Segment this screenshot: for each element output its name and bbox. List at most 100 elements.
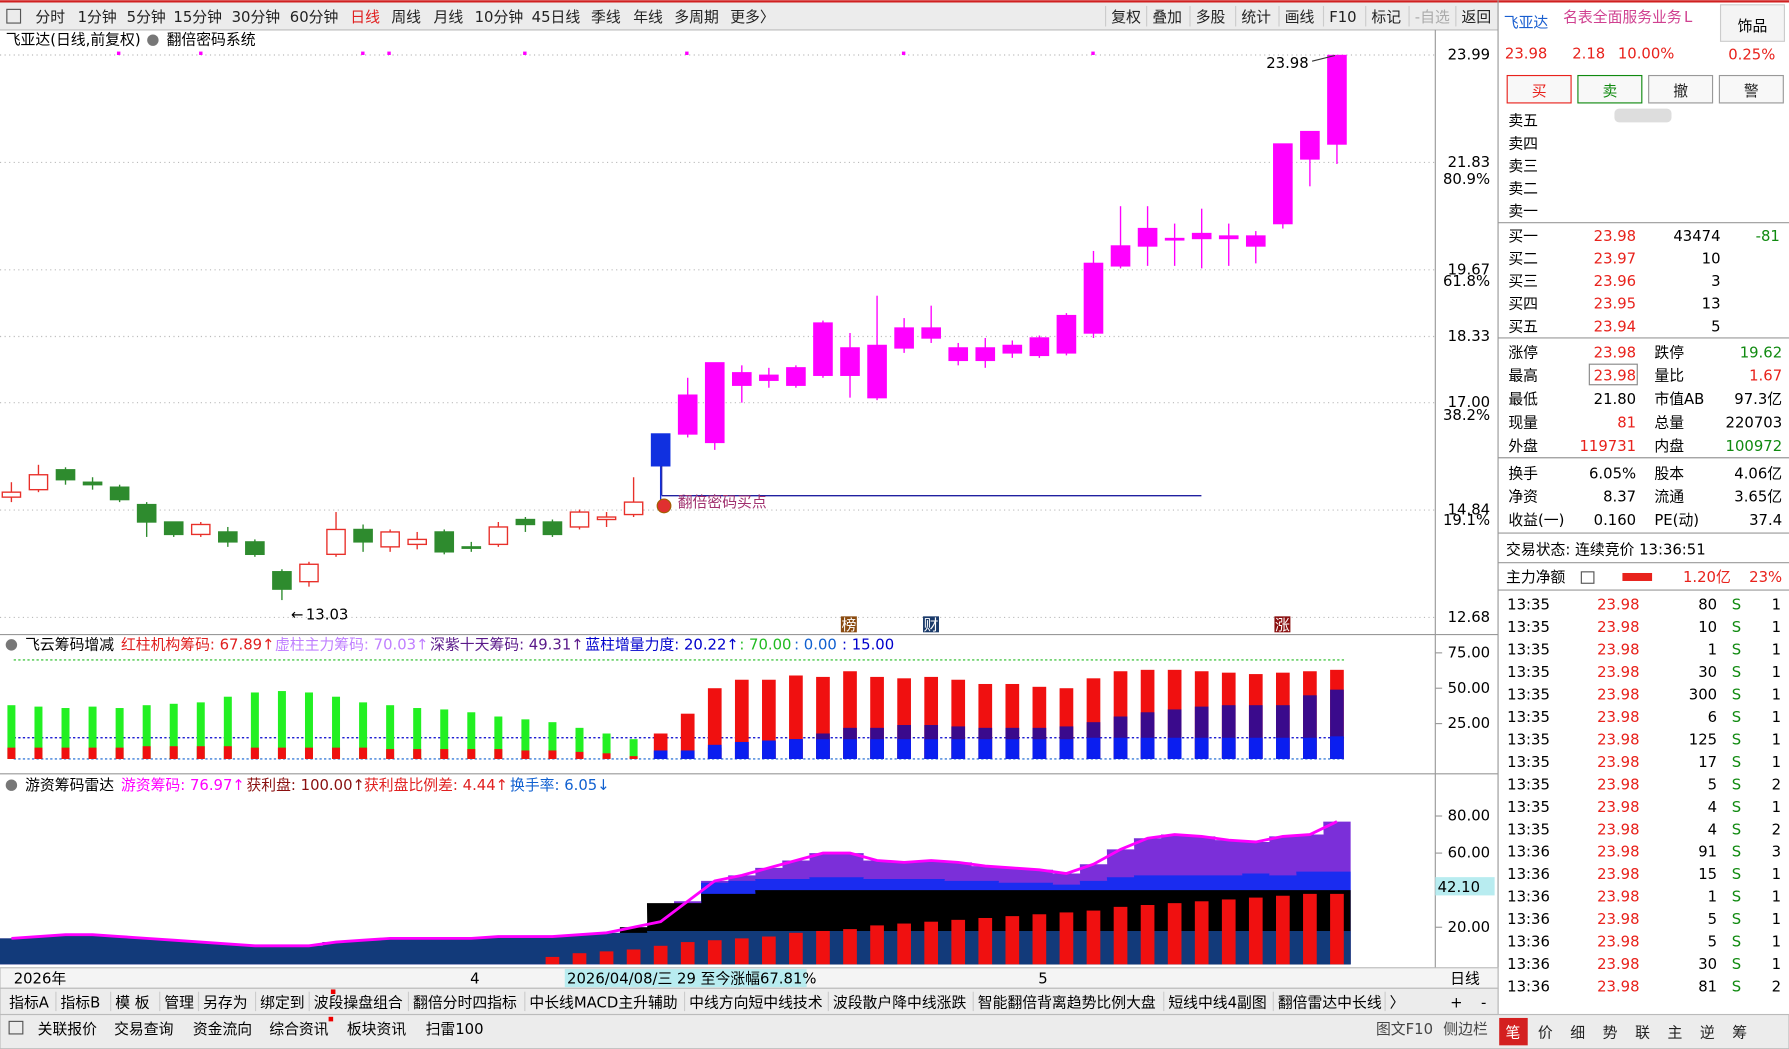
stat-label: PE(动) [1654,512,1699,529]
trade-button[interactable]: 买 [1532,83,1547,100]
period-tab[interactable]: 更多〉 [730,9,775,26]
bar [34,706,43,759]
period-tab[interactable]: 30分钟 [232,9,281,26]
tool-button[interactable]: 返回 [1462,9,1492,26]
quote-tab[interactable]: 联 [1635,1024,1650,1041]
status-item[interactable]: 图文F10 [1376,1021,1433,1038]
indicator-tab[interactable]: 短线中线4副图 [1168,995,1266,1012]
quote-tab[interactable]: 笔 [1505,1024,1520,1041]
status-item[interactable]: 综合资讯 [269,1021,328,1038]
chart-title: 飞亚达(日线,前复权) [6,31,141,49]
indicator-tab[interactable]: 指标A [9,995,50,1012]
bar [440,709,449,759]
quote-tab[interactable]: 细 [1570,1024,1585,1041]
trade-state: 交易状态: 连续竞价 13:36:51 [1506,541,1706,559]
period-tab[interactable]: 多周期 [674,9,719,26]
candle-body [28,474,49,491]
tool-button[interactable]: -自选 [1415,9,1450,26]
bar [332,747,341,759]
buy-label: 翻倍密码买点 [678,494,767,511]
period-tab[interactable]: 月线 [434,9,464,26]
period-tab[interactable]: 日线 [350,9,380,26]
tool-button[interactable]: F10 [1329,9,1356,26]
trade-time: 13:35 [1507,664,1550,681]
indicator-tab[interactable]: 智能翻倍背离趋势比例大盘 [978,994,1156,1012]
quote-tab[interactable]: 主 [1667,1024,1682,1041]
indicator-tab[interactable]: 模 板 [115,994,150,1012]
trade-count: 1 [1772,619,1781,636]
tool-button[interactable]: 多股 [1196,9,1226,26]
quote-tab[interactable]: 逆 [1700,1024,1715,1041]
period-tab[interactable]: 45日线 [532,9,581,26]
period-tab[interactable]: 15分钟 [173,9,222,26]
marker-bg [923,616,939,633]
tool-button[interactable]: 叠加 [1152,9,1182,26]
indicator-tab[interactable]: 翻倍雷达中长线 [1278,995,1382,1012]
signal-dot [361,51,365,56]
status-item[interactable]: 资金流向 [193,1021,252,1038]
indicator-tab[interactable]: 管理 [164,995,194,1012]
bar [1330,736,1344,759]
indicator-tab[interactable]: 中线方向短中线技术 [689,995,823,1012]
button-bg[interactable] [1718,74,1784,104]
trade-price: 23.98 [1597,956,1639,973]
trade-time: 13:35 [1507,754,1550,771]
bar [734,679,749,759]
stat-label: 内盘 [1654,437,1684,455]
indicator-tab[interactable]: 指标B [60,995,100,1012]
tool-button[interactable]: 复权 [1111,8,1141,26]
status-item[interactable]: 扫雷100 [426,1021,484,1038]
sector[interactable]: 饰品 [1738,18,1768,35]
stat-value: 8.37 [1603,489,1636,506]
period-tab[interactable]: 分时 [35,9,65,26]
indicator-tab[interactable]: 中长线MACD主升辅助 [529,995,677,1012]
indicator-tab[interactable]: 〉 [1390,995,1405,1012]
button-bg[interactable] [1506,74,1572,104]
tool-button[interactable]: 画线 [1285,9,1315,26]
candle-body [1029,337,1050,357]
bar [816,930,830,965]
marker-bg [840,616,857,633]
trade-button[interactable]: 警 [1744,83,1759,100]
status-item[interactable]: 交易查询 [114,1020,173,1038]
trade-time: 13:35 [1507,776,1550,793]
trade-button[interactable]: 卖 [1602,83,1617,100]
quote-tab[interactable]: 筹 [1732,1024,1747,1041]
signal-dot [1091,51,1095,56]
bar [1194,737,1209,759]
quote-tab[interactable]: 价 [1538,1024,1553,1041]
indicator-tab[interactable]: 绑定到 [260,995,305,1012]
indicator-tab[interactable]: 翻倍分时四指标 [413,995,517,1012]
icon [147,34,159,46]
ask-label: 卖五 [1508,113,1538,130]
button-bg[interactable] [1648,74,1714,104]
indicator-tab[interactable]: 波段散户降中线涨跌 [833,995,967,1012]
indicator-tab[interactable]: 另存为 [203,995,248,1012]
period-tab[interactable]: 5分钟 [127,9,166,26]
tool-button[interactable]: 标记 [1371,9,1401,26]
bar [789,675,803,759]
period-tab[interactable]: 年线 [633,9,663,26]
status-item[interactable]: 板块资讯 [347,1020,406,1038]
status-item[interactable]: 侧边栏 [1443,1021,1488,1038]
period-tab[interactable]: 季线 [591,9,621,26]
button-bg[interactable] [1577,74,1643,104]
tab-control[interactable]: + [1450,995,1462,1012]
bar [61,747,70,759]
indicator-tab[interactable]: 波段操盘组合 [314,994,403,1012]
candle-body [759,374,779,381]
signal-dot [901,51,906,56]
trade-button[interactable]: 撤 [1673,83,1688,100]
tab-control[interactable]: - [1481,995,1486,1012]
menu-icon[interactable] [6,8,22,24]
bar [897,739,911,759]
status-item[interactable]: 关联报价 [38,1021,97,1038]
period-tab[interactable]: 10分钟 [475,9,524,26]
period-tab[interactable]: 周线 [391,9,421,26]
period-tab[interactable]: 1分钟 [78,9,117,26]
tool-button[interactable]: 统计 [1241,9,1271,26]
period-tab[interactable]: 60分钟 [290,9,339,26]
candle-body [867,344,887,399]
quote-tab[interactable]: 势 [1603,1024,1618,1041]
toolbar-bg [0,2,1499,30]
